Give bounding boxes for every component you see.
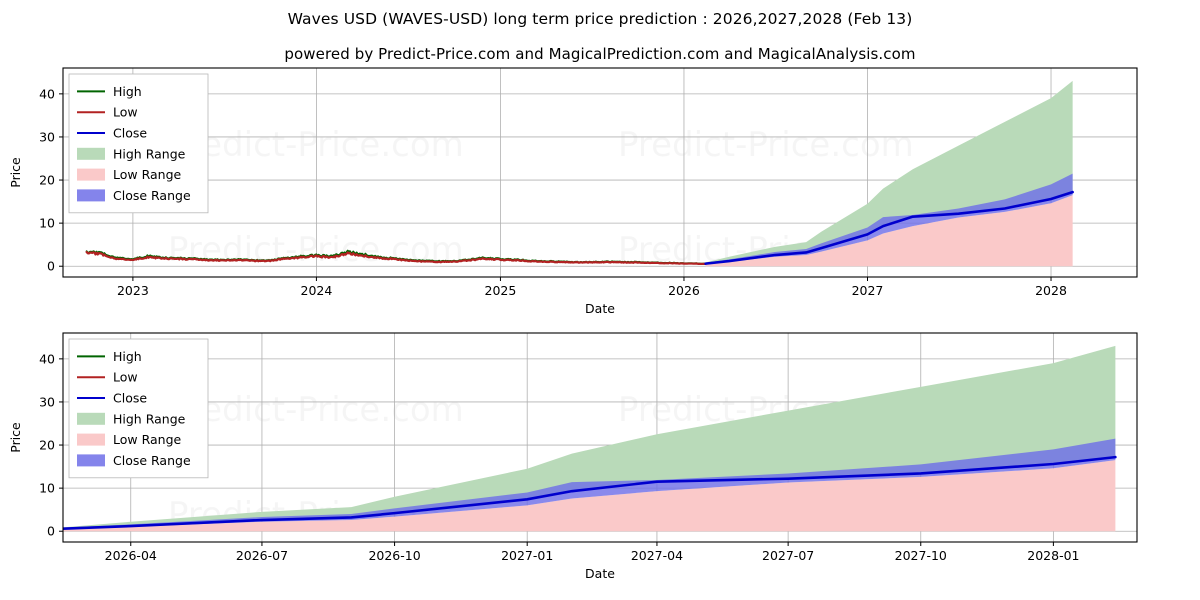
legend-label: Close Range	[113, 453, 191, 468]
legend: High Low Close High Range Low Range Close Ran…	[68, 338, 209, 479]
x-tick-label: 2028	[1035, 283, 1067, 298]
x-tick-label: 2027-01	[501, 548, 553, 563]
axes: 0 10 20 30 40 2023 2024 2025 2026 2027 2028 Date Pri…	[8, 86, 1067, 316]
y-tick-label: 0	[47, 524, 55, 539]
x-tick-label: 2027-04	[631, 548, 683, 563]
legend-patch-swatch	[77, 189, 105, 202]
y-axis-title: Price	[8, 157, 23, 188]
x-axis-title: Date	[585, 301, 615, 316]
forecast-close-line	[63, 455, 1117, 530]
y-tick-label: 20	[39, 438, 55, 453]
forecast-close-line	[704, 190, 1074, 265]
legend-label: High	[113, 349, 142, 364]
x-axis-title: Date	[585, 566, 615, 581]
y-tick-label: 40	[39, 86, 55, 101]
y-tick-label: 0	[47, 259, 55, 274]
legend-label: Low	[113, 370, 138, 385]
chart-panel-top: Predict-Price.com Predict-Price.com Predic…	[8, 67, 1138, 316]
legend-patch-swatch	[77, 454, 105, 467]
low-range-band	[63, 460, 1116, 532]
legend-label: High Range	[113, 146, 186, 161]
x-tick-label: 2026-04	[105, 548, 157, 563]
data-group	[85, 80, 1074, 267]
legend-patch-swatch	[77, 412, 105, 425]
y-axis-title: Price	[8, 422, 23, 453]
legend-patch-swatch	[77, 147, 105, 160]
watermark-text: Predict-Price.com	[618, 125, 914, 165]
watermark-text: Predict-Price.com	[168, 230, 464, 270]
x-tick-label: 2027-07	[762, 548, 814, 563]
y-tick-label: 30	[39, 129, 55, 144]
legend-patch-swatch	[77, 168, 105, 181]
close-range-band	[705, 173, 1073, 265]
watermark-text: Predict-Price.com	[168, 390, 464, 430]
legend-patch-swatch	[77, 433, 105, 446]
watermark-text: Predict-Price.com	[168, 125, 464, 165]
legend-label: Low	[113, 105, 138, 120]
y-tick-label: 30	[39, 394, 55, 409]
plot-border	[62, 332, 1138, 543]
page-subtitle: powered by Predict-Price.com and Magical…	[284, 45, 916, 63]
low-range-band	[705, 195, 1073, 267]
x-tick-label: 2026	[668, 283, 700, 298]
chart-panel-bottom: Predict-Price.comPredict-Price.comPredic…	[8, 332, 1138, 581]
history-low-line	[85, 250, 707, 266]
plot-border	[62, 67, 1138, 278]
x-tick-label: 2028-01	[1027, 548, 1079, 563]
x-tick-label: 2027-10	[895, 548, 947, 563]
page-title: Waves USD (WAVES-USD) long term price pr…	[287, 10, 913, 28]
y-tick-label: 40	[39, 351, 55, 366]
legend-label: Close	[113, 126, 147, 141]
axes: 0 10 20 30 40 2026-04 2026-07 2026-10 2027-01 202…	[8, 351, 1080, 581]
high-range-band	[705, 80, 1073, 264]
x-tick-label: 2027	[852, 283, 884, 298]
legend-label: Close	[113, 391, 147, 406]
legend-label: Close Range	[113, 188, 191, 203]
legend-label: Low Range	[113, 167, 182, 182]
x-tick-label: 2026-07	[236, 548, 288, 563]
y-tick-label: 10	[39, 481, 55, 496]
x-tick-label: 2023	[117, 283, 149, 298]
close-range-band	[63, 438, 1116, 530]
legend-label: High Range	[113, 411, 186, 426]
x-tick-label: 2025	[485, 283, 517, 298]
y-tick-label: 20	[39, 173, 55, 188]
x-tick-label: 2024	[301, 283, 333, 298]
legend-label: Low Range	[113, 432, 182, 447]
high-range-band	[63, 345, 1116, 529]
x-tick-label: 2026-10	[368, 548, 420, 563]
legend-label: High	[113, 84, 142, 99]
legend: High Low Close High Range Low Range Close Ran…	[68, 73, 209, 214]
data-group	[63, 345, 1117, 532]
y-tick-label: 10	[39, 216, 55, 231]
